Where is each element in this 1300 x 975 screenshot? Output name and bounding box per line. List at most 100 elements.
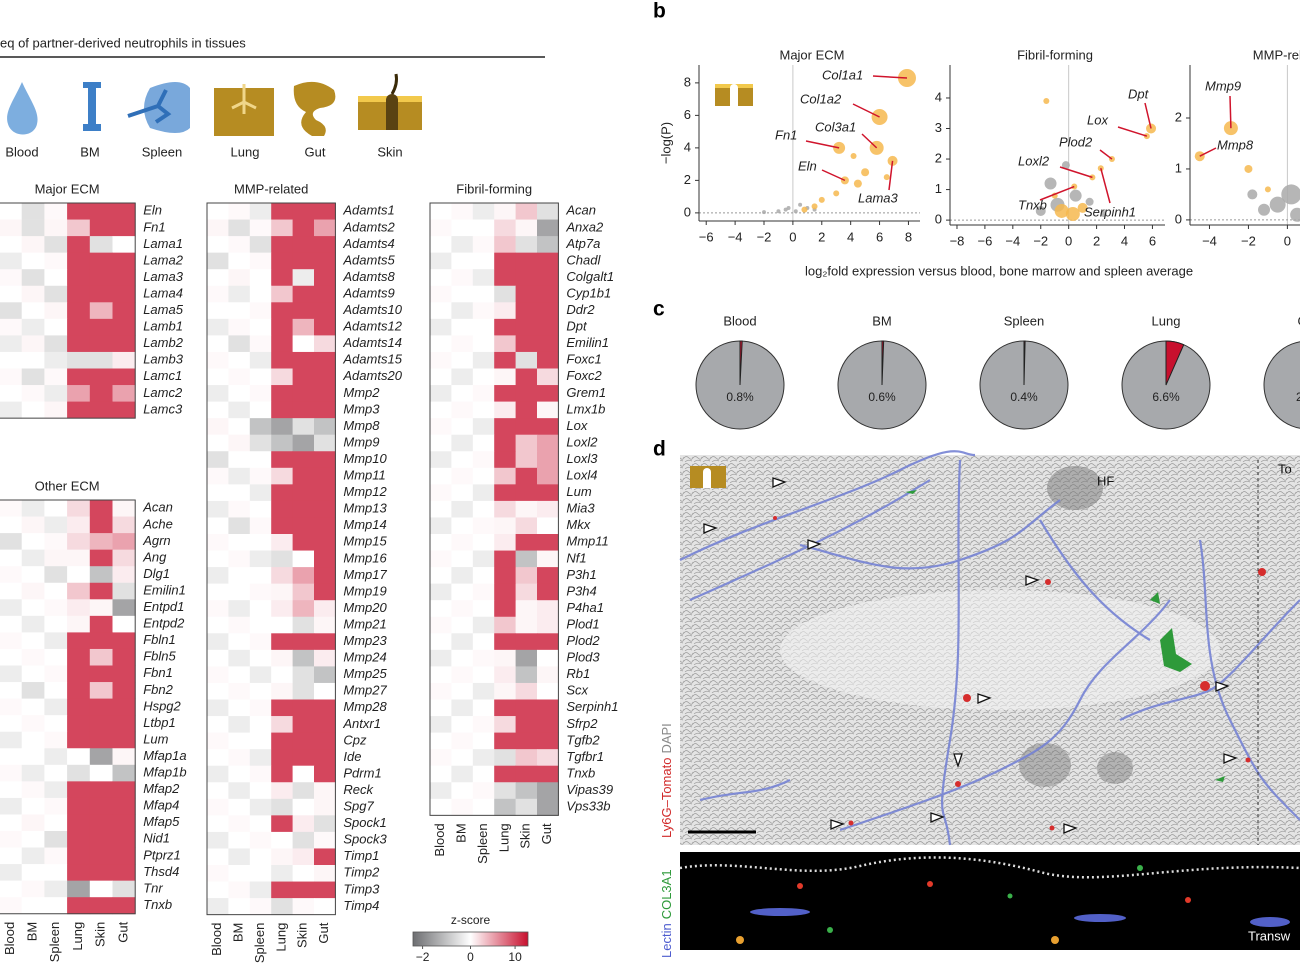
heatmap-cell: [44, 549, 68, 567]
heatmap-cell: [112, 566, 136, 584]
point: [801, 206, 808, 213]
heatmap-cell: [249, 831, 272, 849]
heatmap-cell: [430, 765, 452, 783]
heatmap-cell: [314, 302, 336, 320]
heatmap-cell: [0, 731, 23, 749]
heatmap-cell: [314, 583, 336, 601]
heatmap-cell: [44, 302, 68, 320]
heatmap-cell: [430, 666, 452, 684]
column-label: Skin: [518, 823, 533, 848]
heatmap-cell: [430, 682, 452, 700]
colorbar-title: z-score: [451, 913, 491, 927]
heatmap-cell: [21, 318, 45, 336]
heatmap-cell: [451, 616, 474, 634]
heatmap-cell: [451, 401, 474, 419]
heatmap-cell: [89, 831, 113, 848]
heatmap-cell: [44, 500, 68, 517]
heatmap-cell: [67, 368, 91, 386]
column-label: Blood: [432, 823, 447, 856]
heatmap-cell: [292, 831, 315, 849]
heatmap-cell: [0, 335, 23, 353]
gene-label: Anxa2: [565, 219, 604, 234]
heatmap-cell: [249, 633, 272, 651]
heatmap-cell: [494, 765, 516, 783]
heatmap-cell: [494, 798, 516, 816]
gene-label: Lamc2: [143, 385, 183, 400]
heatmap-cell: [451, 451, 474, 469]
heatmap-cell: [249, 550, 272, 568]
heatmap-cell: [67, 351, 91, 369]
point: [883, 174, 890, 181]
heatmap-cell: [271, 881, 293, 899]
heatmap-cell: [451, 318, 474, 336]
heatmap-cell: [228, 848, 251, 866]
heatmap-cell: [228, 765, 251, 783]
heatmap-cell: [0, 897, 23, 915]
heatmap-cell: [0, 632, 23, 650]
heatmap-cell: [451, 649, 474, 667]
heatmap-cell: [271, 269, 293, 287]
heatmap-cell: [228, 335, 251, 353]
heatmap-cell: [207, 418, 229, 436]
channel-label: Lectin COL3A1: [659, 869, 674, 958]
point: [861, 168, 870, 177]
heatmap-cell: [472, 567, 495, 585]
heatmap-cell: [292, 219, 315, 237]
heatmap-cell: [494, 600, 516, 618]
gene-label: Mfap1b: [143, 765, 186, 780]
gene-label: Lamb2: [143, 335, 184, 350]
point: [1085, 197, 1094, 206]
gene-label: Adamts1: [342, 203, 394, 218]
heatmap-cell: [292, 881, 315, 899]
point: [1061, 161, 1070, 170]
heatmap-cell: [537, 567, 559, 585]
point-label: Serpinh1: [1084, 204, 1136, 219]
x-tick-label: 4: [1121, 233, 1128, 248]
heatmap-cell: [292, 749, 315, 767]
heatmap-cell: [207, 732, 229, 750]
heatmap-cell: [537, 616, 559, 634]
heatmap-cell: [44, 385, 68, 402]
heatmap-cell: [21, 516, 45, 534]
column-label: Gut: [316, 922, 331, 943]
heatmap-cell: [430, 732, 452, 750]
heatmap-cell: [472, 534, 495, 551]
y-tick-label: 4: [684, 139, 691, 154]
label-connector: [805, 140, 840, 149]
heatmap-cell: [67, 285, 91, 303]
heatmap-cell: [430, 318, 452, 336]
heatmap-cell: [0, 615, 23, 633]
heatmap-cell: [67, 219, 91, 237]
heatmap-cell: [228, 583, 251, 601]
gene-label: Adamts5: [342, 252, 395, 267]
heatmap-cell: [494, 666, 516, 684]
heatmap-cell: [292, 385, 315, 402]
heatmap-cell: [314, 616, 336, 634]
gene-label: Plod3: [566, 650, 600, 665]
gene-label: Loxl4: [566, 468, 597, 483]
gene-label: Mmp23: [343, 633, 387, 648]
heatmap-cell: [44, 252, 68, 270]
heatmap-cell: [249, 534, 272, 551]
heatmap-cell: [537, 335, 559, 353]
heatmap-cell: [292, 716, 315, 733]
tissue-label: Skin: [377, 144, 402, 159]
heatmap-cell: [314, 550, 336, 568]
heatmap-cell: [89, 781, 113, 799]
heatmap-cell: [207, 798, 229, 816]
heatmap-cell: [228, 831, 251, 849]
heatmap-cell: [537, 236, 559, 254]
heatmap-cell: [494, 484, 516, 502]
gene-label: Colgalt1: [566, 269, 614, 284]
heatmap-cell: [430, 500, 452, 518]
heatmap-cell: [451, 749, 474, 767]
heatmap-cell: [112, 682, 136, 699]
heatmap-cell: [515, 600, 538, 618]
y-tick-label: 2: [935, 150, 942, 165]
heatmap-cell: [67, 897, 91, 915]
heatmap-cell: [44, 847, 68, 865]
heatmap-cell: [292, 236, 315, 254]
heatmap-cell: [537, 699, 559, 717]
y-tick-label: 1: [935, 181, 942, 196]
